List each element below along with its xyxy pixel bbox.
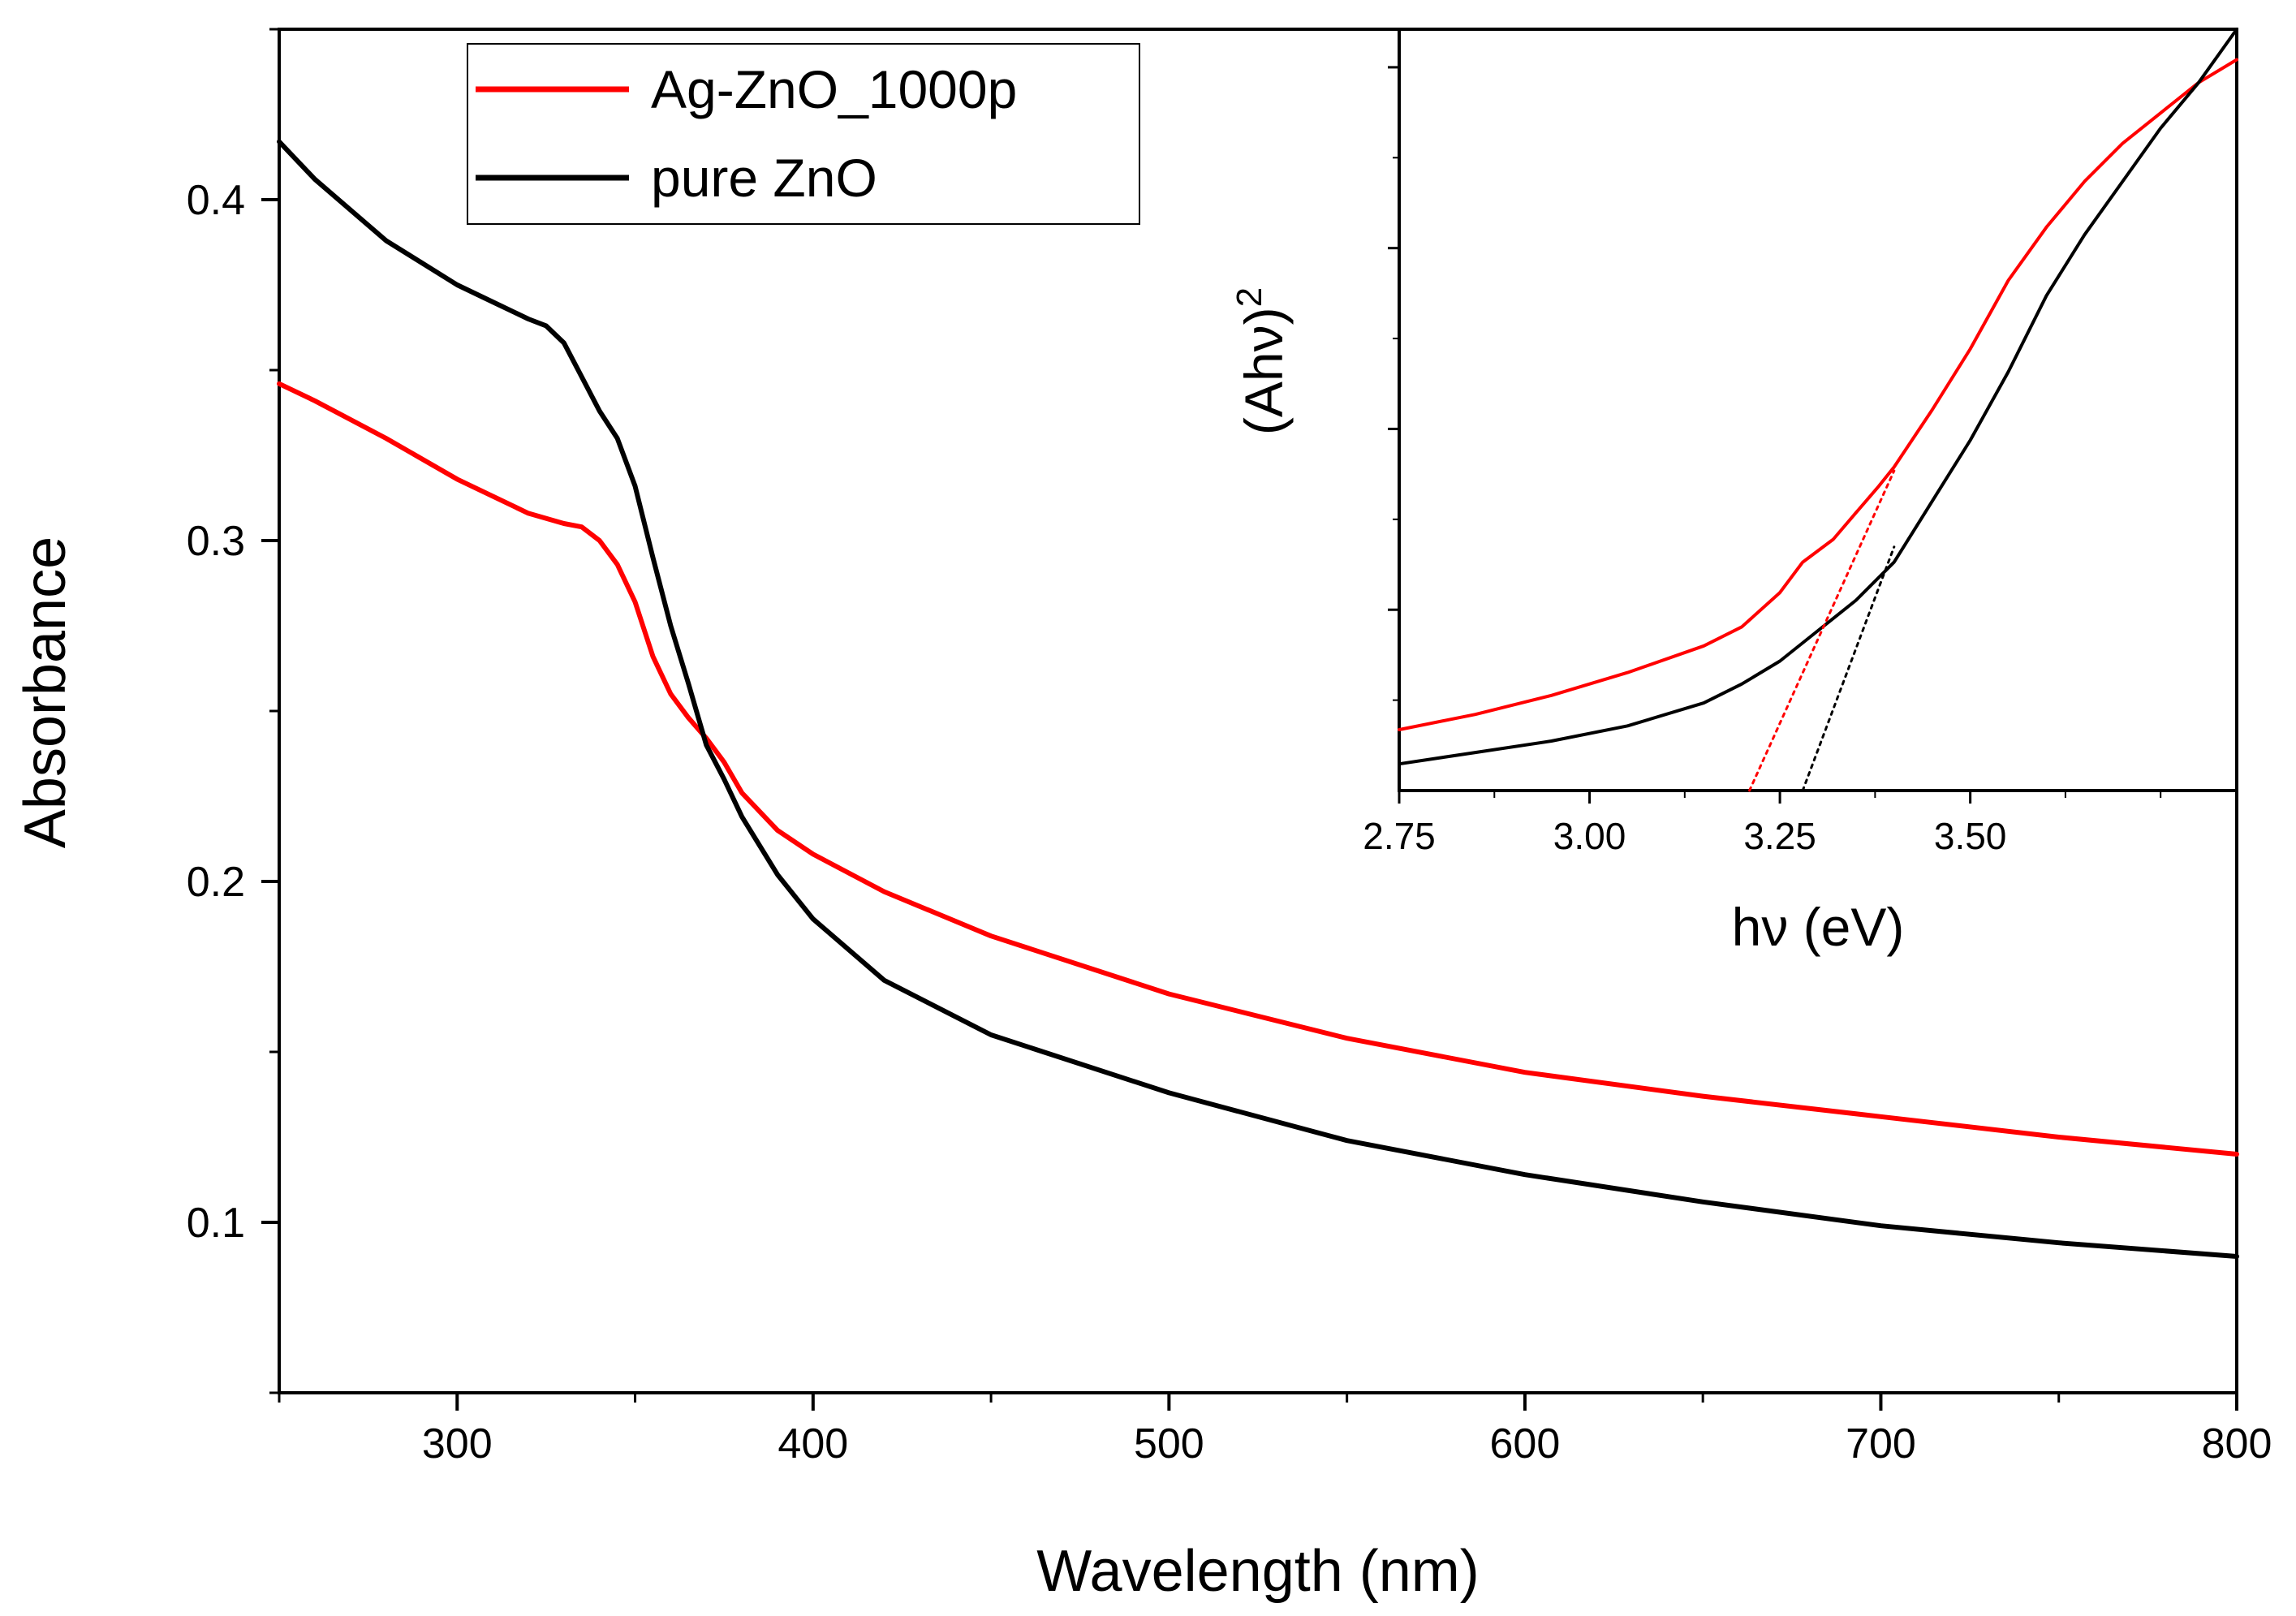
main-y-axis-title: Absorbance: [13, 537, 78, 848]
inset-x-tick-label-3.5: 3.50: [1934, 815, 2007, 857]
inset-x-tick-label-3: 3.00: [1553, 815, 1626, 857]
main-series: [277, 139, 2239, 1259]
inset-y-axis-title-superscript: 2: [1230, 287, 1269, 307]
inset-plot: 2.75 3.00 3.25 3.50 hν (eV) (Ahν)2: [1230, 28, 2238, 957]
main-x-axis-ticks: 300 400 500 600 700 800: [278, 1393, 2272, 1467]
main-x-tick-label-600: 600: [1490, 1420, 1561, 1467]
main-series-line-pure-zno: [277, 139, 2239, 1259]
inset-x-tick-label-3.25: 3.25: [1743, 815, 1816, 857]
inset-x-axis-ticks: 2.75 3.00 3.25 3.50: [1363, 791, 2162, 857]
inset-series: [1398, 28, 2238, 792]
legend: Ag-ZnO_1000p pure ZnO: [467, 43, 1140, 225]
main-y-axis-ticks: 0.1 0.2 0.3 0.4: [187, 28, 279, 1394]
inset-series-line-ag-zno-1000p: [1398, 58, 2238, 731]
main-y-tick-label-0.3: 0.3: [187, 518, 245, 565]
main-x-tick-label-400: 400: [778, 1420, 848, 1467]
main-y-tick-label-0.4: 0.4: [187, 177, 245, 224]
inset-series-line-pure-zno: [1398, 28, 2238, 766]
legend-label-ag-zno: Ag-ZnO_1000p: [651, 59, 1017, 119]
inset-y-axis-ticks: [1388, 66, 1399, 701]
inset-series-line-ag-zno-1000p-fit: [1748, 469, 1896, 792]
main-x-tick-label-500: 500: [1134, 1420, 1204, 1467]
main-x-axis-title: Wavelength (nm): [1036, 1539, 1480, 1604]
inset-y-axis-title-base: (Ahν): [1234, 307, 1294, 435]
inset-plot-frame: [1398, 28, 2238, 792]
main-plot: 300 400 500 600 700 800 0.1 0.2 0.3 0.4 Waveleng…: [13, 28, 2272, 1604]
main-x-tick-label-300: 300: [422, 1420, 493, 1467]
main-y-tick-label-0.1: 0.1: [187, 1200, 245, 1247]
inset-x-axis-title: hν (eV): [1732, 897, 1905, 957]
inset-y-axis-title: (Ahν)2: [1230, 287, 1294, 435]
inset-x-tick-label-2.75: 2.75: [1363, 815, 1436, 857]
main-x-tick-label-700: 700: [1846, 1420, 1916, 1467]
main-y-tick-label-0.2: 0.2: [187, 859, 245, 906]
legend-label-pure-zno: pure ZnO: [651, 148, 877, 208]
legend-box: [467, 43, 1140, 225]
main-x-tick-label-800: 800: [2202, 1420, 2272, 1467]
inset-series-line-pure-zno-fit: [1801, 545, 1896, 792]
